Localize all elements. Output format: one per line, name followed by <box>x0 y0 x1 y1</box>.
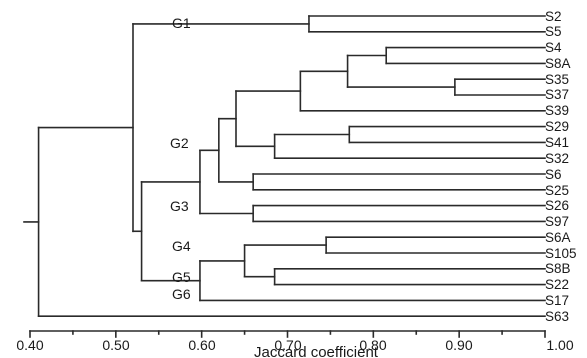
x-tick-label: 0.80 <box>359 337 386 353</box>
group-label-g5: G5 <box>172 269 191 285</box>
leaf-label: S37 <box>545 87 569 102</box>
group-label-g1: G1 <box>172 15 191 31</box>
x-tick-label: 0.50 <box>102 337 129 353</box>
x-tick-label: 0.90 <box>445 337 472 353</box>
x-tick-label: 0.60 <box>188 337 215 353</box>
dendrogram-branches <box>23 15 546 318</box>
x-axis-title: Jaccard coefficient <box>254 344 379 358</box>
leaf-label: S25 <box>545 183 569 198</box>
x-axis: 0.40 0.50 0.60 0.70 0.80 0.90 1.00 <box>16 330 574 353</box>
leaf-label: S4 <box>545 40 562 55</box>
leaf-label: S41 <box>545 135 569 150</box>
leaf-label: S6 <box>545 167 562 182</box>
leaf-labels: S2 S5 S4 S8A S35 S37 S39 S29 S41 S32 S6 … <box>545 9 577 324</box>
leaf-label: S22 <box>545 277 569 292</box>
x-tick-label: 0.70 <box>274 337 301 353</box>
leaf-label: S17 <box>545 293 569 308</box>
x-tick-label: 0.40 <box>16 337 43 353</box>
leaf-label: S2 <box>545 9 562 24</box>
leaf-label: S35 <box>545 72 569 87</box>
group-label-g3: G3 <box>170 198 189 214</box>
leaf-label: S8A <box>545 56 571 71</box>
leaf-label: S105 <box>545 246 577 261</box>
leaf-label: S39 <box>545 103 569 118</box>
group-label-g6: G6 <box>172 286 191 302</box>
x-axis-ticks <box>29 330 546 338</box>
group-label-g4: G4 <box>172 238 191 254</box>
leaf-label: S63 <box>545 309 569 324</box>
leaf-label: S26 <box>545 198 569 213</box>
leaf-label: S29 <box>545 119 569 134</box>
x-tick-label: 1.00 <box>546 337 573 353</box>
leaf-label: S32 <box>545 151 569 166</box>
leaf-label: S6A <box>545 230 571 245</box>
group-label-g2: G2 <box>170 135 189 151</box>
group-labels: G1 G2 G3 G4 G5 G6 <box>170 15 191 302</box>
leaf-label: S5 <box>545 24 562 39</box>
leaf-label: S97 <box>545 214 569 229</box>
leaf-label: S8B <box>545 261 571 276</box>
